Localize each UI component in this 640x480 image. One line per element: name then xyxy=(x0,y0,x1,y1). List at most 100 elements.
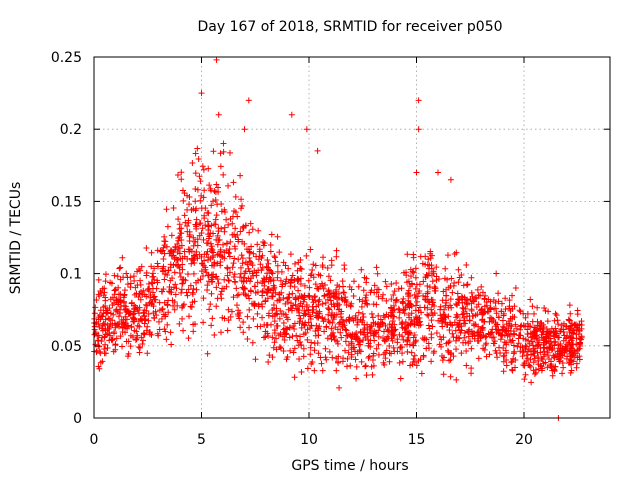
data-point xyxy=(225,306,232,313)
data-point xyxy=(457,329,464,336)
data-point xyxy=(509,366,516,373)
data-point xyxy=(193,279,200,286)
data-point xyxy=(218,201,225,208)
data-point xyxy=(363,372,370,379)
data-point xyxy=(134,282,141,289)
data-point xyxy=(98,290,105,297)
data-point xyxy=(306,284,313,291)
data-point xyxy=(534,318,541,325)
data-point xyxy=(380,291,387,298)
data-point xyxy=(268,293,275,300)
data-point xyxy=(198,90,205,97)
data-point xyxy=(264,270,271,277)
data-point xyxy=(160,268,167,275)
data-point xyxy=(204,218,211,225)
data-point xyxy=(492,305,499,312)
data-point xyxy=(140,287,147,294)
data-point xyxy=(507,315,514,322)
data-point xyxy=(310,261,317,268)
data-point xyxy=(279,281,286,288)
data-point xyxy=(231,271,238,278)
data-point xyxy=(272,258,279,265)
data-point xyxy=(534,304,541,311)
data-point xyxy=(463,347,470,354)
data-point xyxy=(425,345,432,352)
data-point xyxy=(321,328,328,335)
data-point xyxy=(490,297,497,304)
data-point xyxy=(135,294,142,301)
data-point xyxy=(268,269,275,276)
data-point xyxy=(233,285,240,292)
data-point xyxy=(481,318,488,325)
data-point xyxy=(360,337,367,344)
data-point xyxy=(174,171,181,178)
data-point xyxy=(160,244,167,251)
data-point xyxy=(276,297,283,304)
data-point xyxy=(188,260,195,267)
data-point xyxy=(234,213,241,220)
data-point xyxy=(295,295,302,302)
data-point xyxy=(536,322,543,329)
data-point xyxy=(122,305,129,312)
data-point xyxy=(292,260,299,267)
data-point xyxy=(275,332,282,339)
data-point xyxy=(426,284,433,291)
data-point xyxy=(269,334,276,341)
data-point xyxy=(149,289,156,296)
data-point xyxy=(307,351,314,358)
data-point xyxy=(254,241,261,248)
data-point xyxy=(245,97,252,104)
data-point xyxy=(300,331,307,338)
data-point xyxy=(333,295,340,302)
data-point xyxy=(320,254,327,261)
data-point xyxy=(502,328,509,335)
data-point xyxy=(441,313,448,320)
data-point xyxy=(411,352,418,359)
data-point xyxy=(304,307,311,314)
data-point xyxy=(510,342,517,349)
data-point xyxy=(409,361,416,368)
data-point xyxy=(99,334,106,341)
data-point xyxy=(229,220,236,227)
data-point xyxy=(373,301,380,308)
data-point xyxy=(100,310,107,317)
data-point xyxy=(191,298,198,305)
data-point xyxy=(269,270,276,277)
data-point xyxy=(391,348,398,355)
data-point xyxy=(522,323,529,330)
data-point xyxy=(104,344,111,351)
data-point xyxy=(107,310,114,317)
data-point xyxy=(435,276,442,283)
data-point xyxy=(200,166,207,173)
data-point xyxy=(360,287,367,294)
data-point xyxy=(176,320,183,327)
data-point xyxy=(388,296,395,303)
data-point xyxy=(147,294,154,301)
data-point xyxy=(184,255,191,262)
data-point xyxy=(293,332,300,339)
data-point xyxy=(328,257,335,264)
data-point xyxy=(336,384,343,391)
data-point xyxy=(357,328,364,335)
data-point xyxy=(170,249,177,256)
data-point xyxy=(442,265,449,272)
data-point xyxy=(551,317,558,324)
data-point xyxy=(380,359,387,366)
data-point xyxy=(297,315,304,322)
data-point xyxy=(128,299,135,306)
data-point xyxy=(552,327,559,334)
data-point xyxy=(143,244,150,251)
data-point xyxy=(190,270,197,277)
data-point xyxy=(186,313,193,320)
data-point xyxy=(559,370,566,377)
data-point xyxy=(308,339,315,346)
data-point xyxy=(417,321,424,328)
data-point xyxy=(127,343,134,350)
data-point xyxy=(561,332,568,339)
data-point xyxy=(321,293,328,300)
data-point xyxy=(207,240,214,247)
data-point xyxy=(544,329,551,336)
data-point xyxy=(100,304,107,311)
data-point xyxy=(111,329,118,336)
data-point xyxy=(566,302,573,309)
